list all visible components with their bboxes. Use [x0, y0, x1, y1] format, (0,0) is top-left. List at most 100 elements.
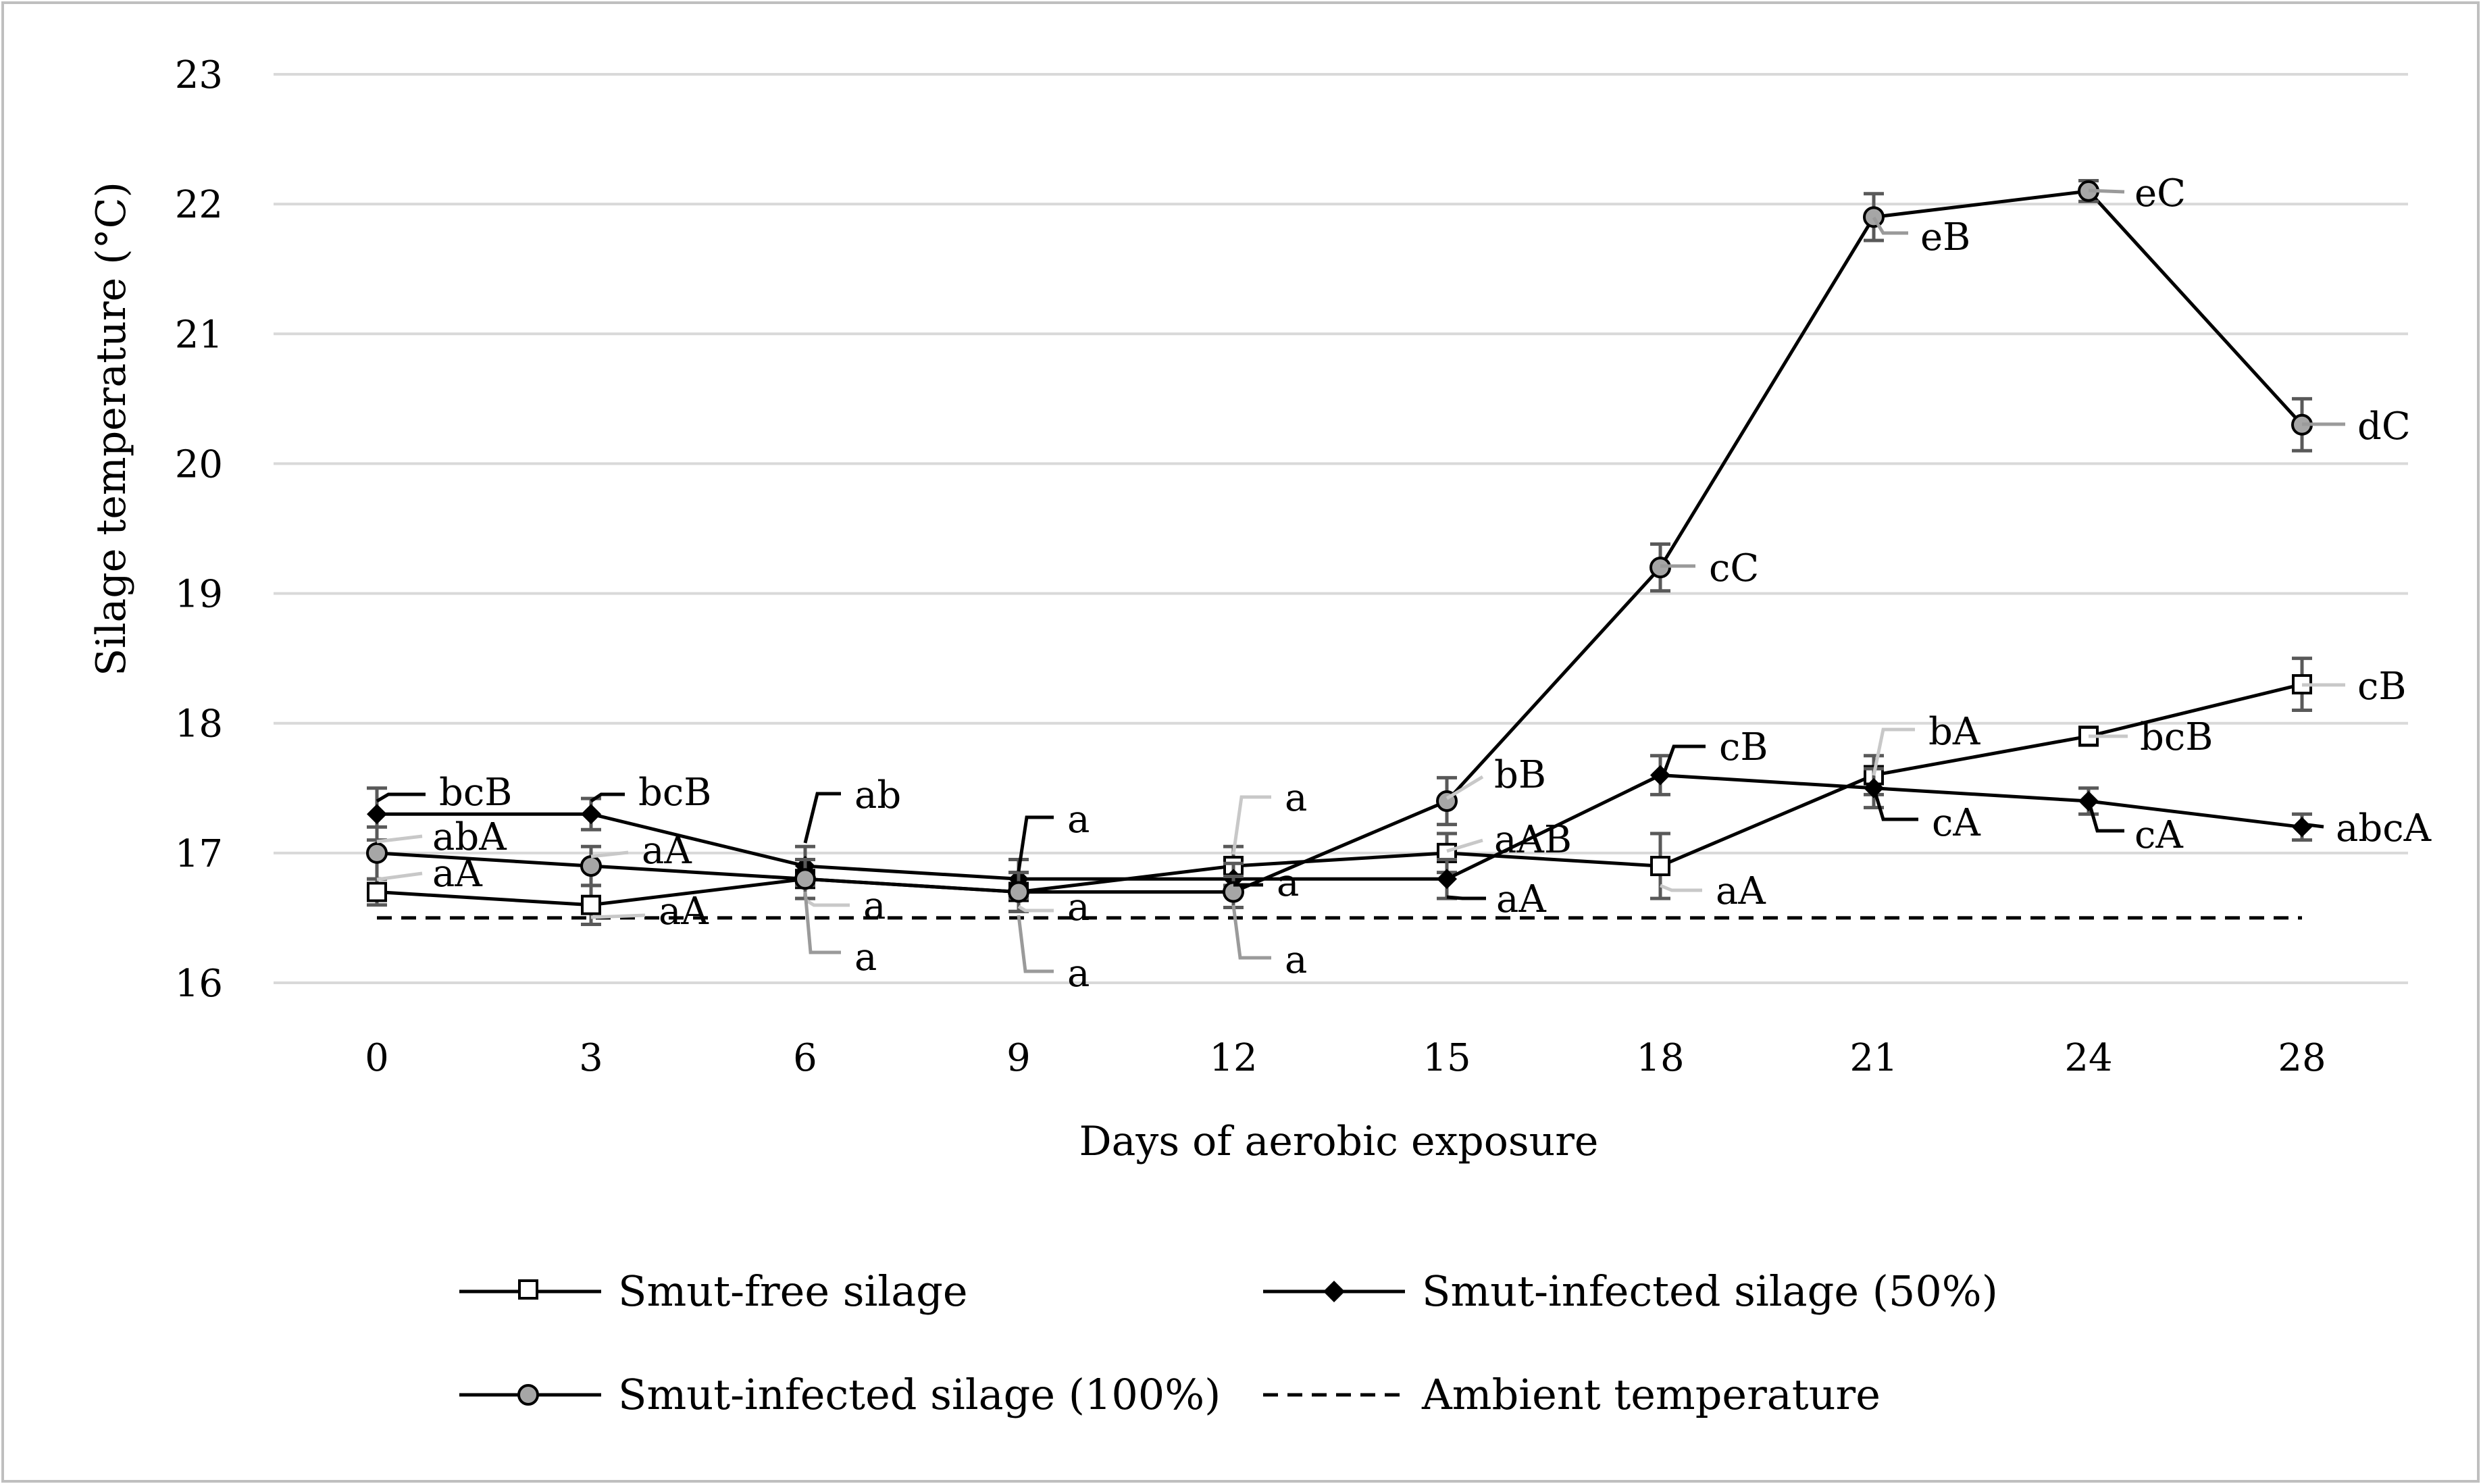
leader-line [1446, 838, 1483, 853]
leader-line [590, 913, 646, 919]
annotation-aA: aA [1446, 877, 1546, 921]
annotation-label: a [1285, 938, 1307, 982]
legend-square-marker [518, 1279, 538, 1300]
x-tick-12: 12 [1209, 1036, 1257, 1080]
annotation-cA: cA [2087, 800, 2183, 857]
data-point-diamond [2292, 817, 2312, 838]
leader-line [1017, 915, 1054, 973]
x-tick-24: 24 [2064, 1036, 2112, 1080]
annotation-label: bcB [439, 771, 512, 815]
annotation-label: abcA [2336, 807, 2432, 850]
annotation-aA: aA [590, 829, 692, 873]
legend: Smut-free silage Smut-infected silage (5… [459, 1266, 1998, 1419]
leader-line [1446, 895, 1486, 900]
significance-labels: aAbcBabAaAbcBaAaabaaaaaaaaABaAbBaAcBcCbA… [376, 172, 2432, 996]
annotation-label: aA [659, 890, 709, 933]
y-tick-18: 18 [175, 702, 223, 746]
y-tick-20: 20 [175, 442, 223, 486]
x-tick-28: 28 [2278, 1036, 2326, 1080]
x-tick-labels: 0 3 6 9 12 15 18 21 24 28 [365, 1036, 2326, 1080]
annotation-label: a [1067, 886, 1090, 929]
annotation-bA: bA [1872, 710, 1980, 776]
annotation-label: bcB [2140, 715, 2213, 759]
annotation-bcB: bcB [2089, 715, 2213, 759]
leader-line [590, 850, 629, 859]
annotation-label: aA [1716, 869, 1766, 913]
x-tick-6: 6 [793, 1036, 817, 1080]
legend-label: Smut-infected silage (50%) [1422, 1266, 1998, 1316]
annotation-a: a [1231, 776, 1307, 855]
annotation-label: a [863, 884, 886, 928]
annotation-label: aAB [1494, 818, 1572, 862]
annotation-label: cC [1709, 546, 1759, 590]
leader-line [1446, 775, 1484, 800]
annotation-label: aA [1496, 877, 1546, 921]
leader-line [1658, 744, 1706, 784]
data-point-circle [1223, 881, 1244, 903]
leader-line [376, 834, 423, 844]
legend-diamond-marker [1323, 1281, 1345, 1302]
annotation-label: bcB [638, 771, 711, 815]
legend-item-smut-free: Smut-free silage [459, 1266, 968, 1316]
annotation-label: eB [1920, 215, 1970, 259]
leader-line [376, 871, 423, 881]
annotation-label: cB [2357, 665, 2407, 709]
x-tick-21: 21 [1849, 1036, 1897, 1080]
annotation-bB: bB [1446, 753, 1546, 800]
annotation-a: a [804, 884, 886, 928]
annotation-dC: dC [2302, 405, 2411, 449]
annotation-abA: abA [376, 815, 507, 859]
leader-line [1872, 787, 1918, 821]
y-tick-22: 22 [175, 183, 223, 227]
leader-line [2301, 822, 2324, 829]
annotation-label: abA [432, 815, 507, 859]
annotation-ab: ab [803, 773, 901, 844]
x-tick-9: 9 [1006, 1036, 1031, 1080]
leader-line [804, 898, 850, 907]
legend-label: Smut-infected silage (100%) [618, 1370, 1221, 1419]
data-point-circle [1863, 206, 1885, 228]
leader-line [803, 792, 841, 844]
annotation-label: ab [854, 773, 901, 817]
annotation-bcB: bcB [376, 771, 512, 815]
series-smut-100 [366, 179, 2313, 913]
data-point-square [367, 881, 387, 902]
annotation-cB: cB [2302, 665, 2407, 709]
leader-line [803, 891, 841, 954]
annotation-label: cA [2134, 813, 2183, 857]
annotation-label: eC [2134, 172, 2186, 215]
leader-line [1872, 727, 1915, 776]
y-tick-23: 23 [175, 53, 223, 97]
data-point-circle [1008, 881, 1029, 903]
leader-line [1231, 904, 1271, 960]
annotation-label: aA [642, 829, 692, 873]
leader-line [590, 792, 625, 803]
legend-item-ambient: Ambient temperature [1263, 1370, 1881, 1419]
leader-line [1872, 216, 1908, 235]
leader-line [1017, 904, 1054, 913]
data-point-square [581, 894, 601, 915]
legend-label: Ambient temperature [1421, 1370, 1881, 1419]
y-tick-19: 19 [175, 573, 223, 617]
annotation-cC: cC [1660, 546, 1759, 590]
legend-item-smut-50: Smut-infected silage (50%) [1263, 1266, 1998, 1316]
annotation-label: a [854, 936, 877, 979]
y-tick-17: 17 [175, 832, 223, 876]
leader-line [2087, 800, 2124, 833]
annotation-label: cA [1932, 801, 1980, 845]
data-point-diamond [581, 804, 601, 825]
annotation-aAB: aAB [1446, 818, 1572, 862]
x-axis-title: Days of aerobic exposure [1079, 1118, 1599, 1165]
annotation-aA: aA [590, 890, 709, 933]
data-point-circle [580, 855, 602, 877]
annotation-a: a [1233, 861, 1299, 905]
data-point-diamond [1437, 869, 1457, 890]
annotation-a: a [803, 891, 877, 979]
annotation-label: aA [432, 852, 482, 896]
leader-line [1660, 884, 1702, 892]
leader-line [1231, 795, 1271, 855]
gridlines [274, 73, 2408, 984]
legend-item-smut-100: Smut-infected silage (100%) [459, 1370, 1221, 1419]
data-point-square [1650, 856, 1670, 877]
leader-line [2088, 188, 2125, 194]
